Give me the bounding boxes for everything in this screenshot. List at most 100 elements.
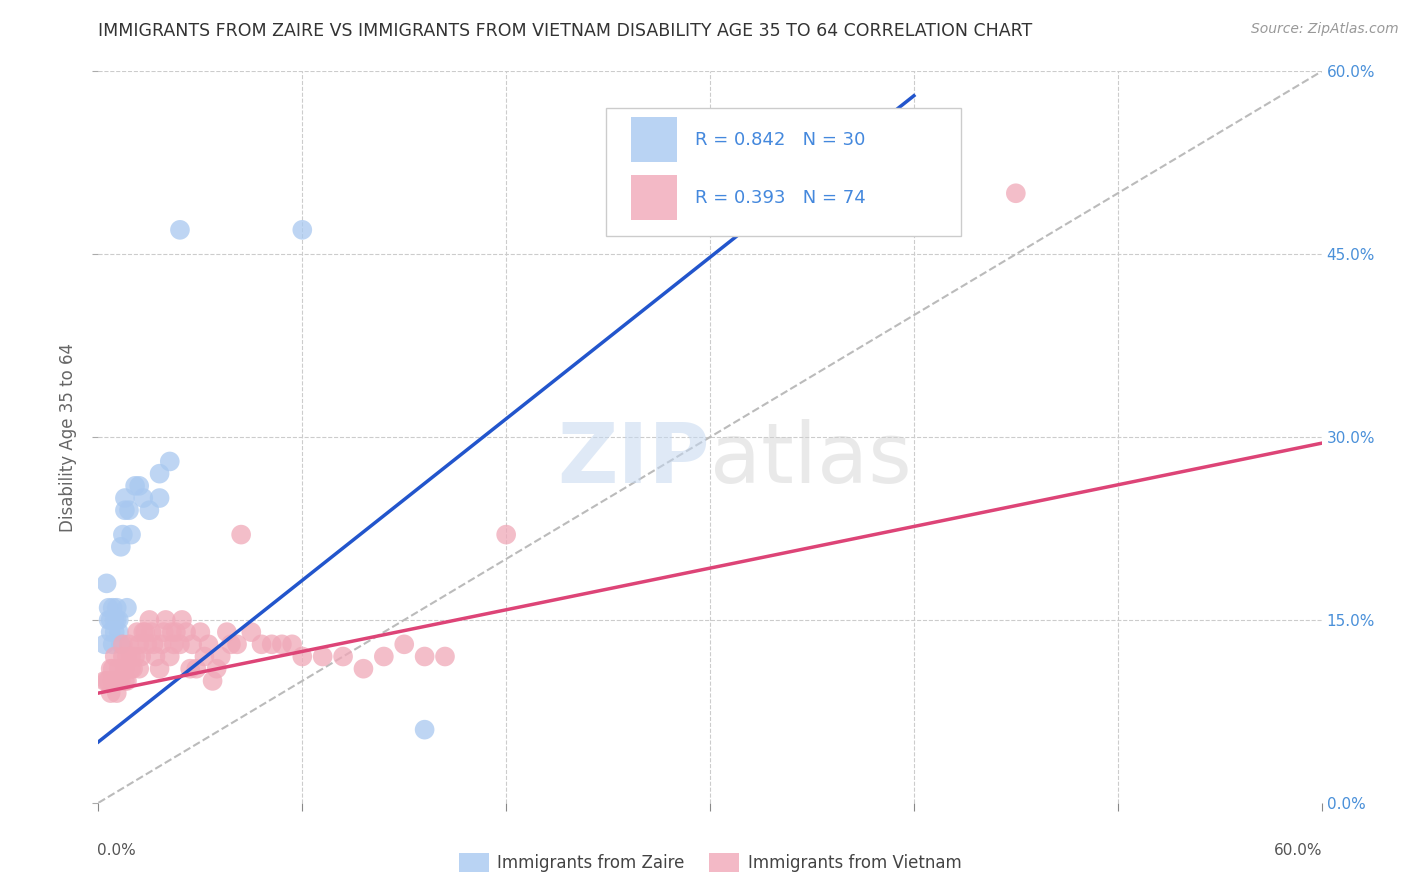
Point <box>128 662 150 676</box>
Point <box>281 637 304 651</box>
Point <box>110 637 132 651</box>
Point <box>142 637 165 651</box>
Point <box>170 613 193 627</box>
Point <box>101 600 124 615</box>
Point <box>392 637 416 651</box>
Text: IMMIGRANTS FROM ZAIRE VS IMMIGRANTS FROM VIETNAM DISABILITY AGE 35 TO 64 CORRELA: IMMIGRANTS FROM ZAIRE VS IMMIGRANTS FROM… <box>98 22 1032 40</box>
Point <box>270 637 294 651</box>
Point <box>138 613 160 627</box>
Point <box>111 527 134 541</box>
Point <box>149 467 172 481</box>
Point <box>209 649 232 664</box>
Point <box>124 649 146 664</box>
Point <box>197 637 219 651</box>
Point <box>312 649 335 664</box>
Point <box>96 673 118 688</box>
Point <box>145 649 167 664</box>
Point <box>181 637 204 651</box>
Point <box>115 673 138 688</box>
Point <box>93 673 115 688</box>
Point <box>96 576 118 591</box>
Text: atlas: atlas <box>710 418 911 500</box>
Point <box>152 625 174 640</box>
Point <box>108 625 131 640</box>
Point <box>111 637 134 651</box>
Text: R = 0.842   N = 30: R = 0.842 N = 30 <box>696 130 866 149</box>
Point <box>373 649 395 664</box>
Point <box>169 637 191 651</box>
Point <box>138 503 160 517</box>
Point <box>104 613 127 627</box>
FancyBboxPatch shape <box>630 117 678 162</box>
Point <box>114 491 136 505</box>
Point <box>104 649 127 664</box>
Point <box>97 600 120 615</box>
Point <box>188 625 212 640</box>
Legend: Immigrants from Zaire, Immigrants from Vietnam: Immigrants from Zaire, Immigrants from V… <box>451 846 969 879</box>
Point <box>111 649 134 664</box>
Point <box>159 454 181 468</box>
Point <box>495 527 517 541</box>
Point <box>291 223 314 237</box>
Point <box>115 600 138 615</box>
Point <box>163 637 186 651</box>
Point <box>201 673 224 688</box>
Point <box>115 649 138 664</box>
FancyBboxPatch shape <box>630 175 678 220</box>
Point <box>93 637 115 651</box>
Point <box>1004 186 1026 201</box>
Point <box>174 625 197 640</box>
Text: R = 0.393   N = 74: R = 0.393 N = 74 <box>696 188 866 207</box>
Point <box>291 649 314 664</box>
Point <box>118 503 141 517</box>
Point <box>160 625 183 640</box>
Point <box>231 527 253 541</box>
Text: Source: ZipAtlas.com: Source: ZipAtlas.com <box>1251 22 1399 37</box>
Point <box>105 600 128 615</box>
Point <box>132 625 155 640</box>
Point <box>260 637 283 651</box>
Point <box>129 649 152 664</box>
Point <box>205 662 228 676</box>
Point <box>114 673 136 688</box>
Point <box>226 637 249 651</box>
Point <box>149 491 172 505</box>
Point <box>97 613 120 627</box>
Point <box>159 649 181 664</box>
Point <box>105 686 128 700</box>
Text: 60.0%: 60.0% <box>1274 843 1323 858</box>
Point <box>101 662 124 676</box>
Point <box>120 527 142 541</box>
Point <box>120 649 142 664</box>
Point <box>352 662 374 676</box>
Point <box>219 637 242 651</box>
Point <box>134 625 156 640</box>
FancyBboxPatch shape <box>606 108 960 235</box>
Point <box>120 662 142 676</box>
Point <box>193 649 215 664</box>
Point <box>250 637 273 651</box>
Point <box>186 662 208 676</box>
Point <box>101 637 124 651</box>
Point <box>105 613 128 627</box>
Point <box>132 491 155 505</box>
Point <box>165 625 187 640</box>
Point <box>240 625 263 640</box>
Point <box>100 625 122 640</box>
Y-axis label: Disability Age 35 to 64: Disability Age 35 to 64 <box>59 343 77 532</box>
Point <box>108 673 131 688</box>
Point <box>128 637 150 651</box>
Point <box>104 625 127 640</box>
Point <box>104 673 127 688</box>
Point <box>127 625 149 640</box>
Point <box>100 662 122 676</box>
Text: ZIP: ZIP <box>558 418 710 500</box>
Point <box>136 637 159 651</box>
Point <box>122 662 145 676</box>
Point <box>114 503 136 517</box>
Point <box>108 662 131 676</box>
Point <box>114 662 136 676</box>
Point <box>124 479 146 493</box>
Point <box>128 479 150 493</box>
Point <box>110 540 132 554</box>
